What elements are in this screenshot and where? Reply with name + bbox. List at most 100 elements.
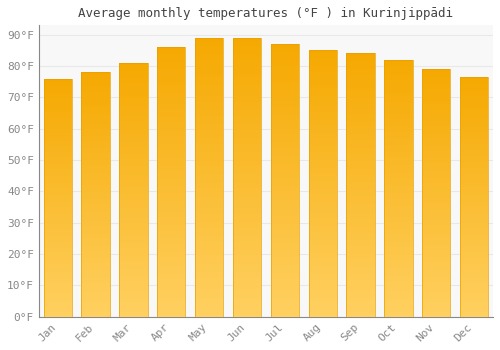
Bar — [195, 286, 224, 289]
Bar — [270, 314, 299, 317]
Bar — [346, 196, 375, 198]
Bar — [346, 211, 375, 214]
Bar — [384, 85, 412, 88]
Bar — [346, 98, 375, 101]
Bar — [119, 139, 148, 142]
Bar — [119, 106, 148, 108]
Bar — [233, 166, 261, 169]
Bar — [195, 278, 224, 281]
Bar — [308, 253, 337, 256]
Bar — [308, 184, 337, 186]
Bar — [233, 133, 261, 135]
Bar — [82, 97, 110, 99]
Bar — [384, 206, 412, 209]
Bar — [346, 72, 375, 75]
Bar — [82, 270, 110, 273]
Bar — [460, 159, 488, 161]
Bar — [460, 103, 488, 106]
Bar — [195, 267, 224, 270]
Bar — [270, 210, 299, 213]
Bar — [195, 113, 224, 116]
Bar — [308, 306, 337, 309]
Bar — [346, 64, 375, 66]
Bar — [157, 155, 186, 158]
Bar — [422, 198, 450, 201]
Bar — [308, 261, 337, 264]
Bar — [346, 188, 375, 190]
Bar — [460, 221, 488, 223]
Bar — [82, 209, 110, 212]
Bar — [422, 183, 450, 186]
Bar — [233, 199, 261, 202]
Bar — [308, 191, 337, 194]
Bar — [195, 294, 224, 297]
Bar — [270, 63, 299, 66]
Bar — [308, 287, 337, 290]
Bar — [460, 156, 488, 159]
Bar — [346, 122, 375, 125]
Bar — [422, 124, 450, 126]
Bar — [460, 166, 488, 168]
Bar — [346, 293, 375, 296]
Bar — [346, 156, 375, 159]
Bar — [460, 211, 488, 214]
Bar — [119, 63, 148, 65]
Bar — [460, 101, 488, 103]
Bar — [157, 239, 186, 241]
Bar — [460, 252, 488, 254]
Bar — [384, 60, 412, 62]
Bar — [460, 108, 488, 111]
Bar — [270, 129, 299, 131]
Bar — [384, 198, 412, 201]
Bar — [308, 245, 337, 247]
Bar — [119, 86, 148, 88]
Bar — [460, 187, 488, 190]
Bar — [270, 96, 299, 99]
Bar — [233, 83, 261, 85]
Bar — [346, 301, 375, 304]
Bar — [195, 219, 224, 222]
Bar — [270, 58, 299, 61]
Bar — [460, 310, 488, 312]
Bar — [233, 180, 261, 183]
Bar — [195, 49, 224, 52]
Bar — [308, 221, 337, 224]
Bar — [157, 271, 186, 274]
Bar — [422, 302, 450, 304]
Bar — [308, 69, 337, 72]
Bar — [270, 69, 299, 71]
Bar — [422, 111, 450, 114]
Bar — [270, 71, 299, 74]
Bar — [346, 282, 375, 285]
Bar — [82, 212, 110, 214]
Bar — [119, 126, 148, 129]
Bar — [384, 265, 412, 268]
Bar — [346, 312, 375, 314]
Bar — [233, 38, 261, 41]
Bar — [233, 49, 261, 52]
Bar — [119, 193, 148, 195]
Bar — [384, 291, 412, 294]
Bar — [422, 69, 450, 72]
Bar — [119, 246, 148, 248]
Bar — [346, 238, 375, 240]
Bar — [44, 298, 72, 300]
Bar — [460, 290, 488, 293]
Bar — [346, 277, 375, 280]
Bar — [195, 292, 224, 294]
Bar — [460, 199, 488, 202]
Bar — [157, 187, 186, 190]
Bar — [270, 164, 299, 167]
Bar — [44, 138, 72, 140]
Bar — [346, 148, 375, 151]
Bar — [157, 223, 186, 225]
Bar — [460, 127, 488, 130]
Bar — [460, 240, 488, 243]
Bar — [82, 185, 110, 187]
Bar — [119, 152, 148, 154]
Bar — [195, 272, 224, 275]
Bar — [44, 91, 72, 93]
Bar — [460, 266, 488, 269]
Bar — [195, 93, 224, 96]
Bar — [119, 205, 148, 208]
